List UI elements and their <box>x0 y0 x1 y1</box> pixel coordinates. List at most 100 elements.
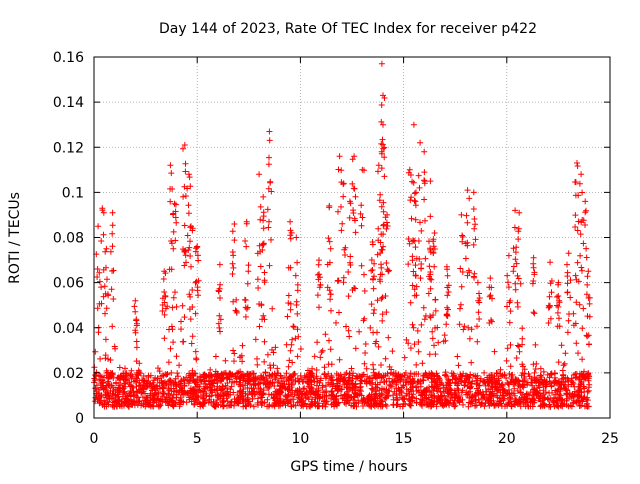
spike-point <box>334 278 341 285</box>
spike-point <box>413 189 419 196</box>
spike-point <box>167 162 174 169</box>
data-point <box>544 395 551 402</box>
spike-point <box>132 327 139 334</box>
data-point <box>555 359 562 366</box>
data-point <box>361 360 368 367</box>
spike-point <box>170 228 177 235</box>
data-point <box>322 375 329 382</box>
spike-point <box>357 210 364 217</box>
data-point <box>192 310 199 317</box>
data-point <box>526 373 533 380</box>
spike-point <box>192 279 199 286</box>
spike-point <box>266 128 273 135</box>
spike-point <box>172 214 179 221</box>
data-point <box>403 392 410 399</box>
data-point <box>183 399 190 406</box>
data-point <box>555 403 562 410</box>
data-point <box>571 397 577 404</box>
spike-point <box>100 231 107 238</box>
spike-point <box>103 264 109 271</box>
spike-point <box>169 240 175 247</box>
spike-point <box>242 238 249 244</box>
spike-point <box>576 180 583 187</box>
spike-point <box>187 238 193 245</box>
spike-point <box>187 253 194 259</box>
data-point <box>441 392 448 399</box>
data-point <box>429 379 435 386</box>
spike-point <box>131 303 138 310</box>
spike-point <box>368 257 375 263</box>
spike-point <box>259 247 266 253</box>
data-point <box>259 316 266 323</box>
data-point <box>160 372 167 379</box>
data-point <box>529 382 536 389</box>
data-point <box>257 379 264 386</box>
data-point <box>379 398 386 405</box>
spike-point <box>316 304 322 311</box>
data-point <box>352 345 359 352</box>
data-point <box>466 335 473 342</box>
data-point <box>423 401 430 408</box>
data-point <box>423 387 429 394</box>
data-point <box>126 403 132 410</box>
data-point <box>537 365 544 372</box>
spike-point <box>195 292 202 299</box>
spike-point <box>194 244 201 251</box>
data-point <box>199 401 206 408</box>
spike-point <box>338 167 345 174</box>
data-point <box>307 390 314 397</box>
data-point <box>426 351 433 358</box>
spike-point <box>383 260 390 266</box>
spike-point <box>574 160 580 166</box>
spike-point <box>195 257 202 264</box>
spike-point <box>515 275 522 282</box>
data-point <box>142 390 148 397</box>
spike-point <box>371 260 378 267</box>
data-point <box>161 390 167 397</box>
data-point <box>452 375 459 382</box>
spike-point <box>564 273 571 280</box>
data-point <box>220 402 227 409</box>
spike-point <box>529 280 536 287</box>
data-point <box>228 398 235 405</box>
spike-point <box>254 276 261 283</box>
spike-point <box>416 184 423 191</box>
data-point <box>570 322 577 329</box>
data-point <box>463 375 470 382</box>
spike-point <box>108 286 115 293</box>
data-point <box>320 389 326 396</box>
spike-point <box>381 173 388 180</box>
data-point <box>322 331 329 338</box>
data-point <box>190 386 197 393</box>
data-point <box>367 396 374 403</box>
spike-point <box>476 290 482 297</box>
data-point <box>401 354 408 361</box>
data-point <box>415 371 422 377</box>
spike-point <box>172 201 179 208</box>
spike-point <box>417 219 423 226</box>
data-point <box>560 362 567 369</box>
spike-point <box>335 208 341 215</box>
spike-point <box>515 228 522 235</box>
data-point <box>362 350 369 356</box>
data-point <box>249 395 256 402</box>
data-point <box>133 383 140 390</box>
spike-point <box>513 244 520 251</box>
spike-point <box>470 241 477 248</box>
data-point <box>287 347 294 354</box>
data-point <box>551 378 558 385</box>
spike-point <box>530 254 537 261</box>
spike-point <box>102 248 109 255</box>
spike-point <box>584 313 591 320</box>
data-point <box>209 380 216 387</box>
data-point <box>445 379 452 386</box>
data-point <box>563 402 570 409</box>
data-point <box>577 383 584 390</box>
data-point <box>419 360 426 367</box>
data-point <box>387 382 394 389</box>
data-point <box>177 384 184 391</box>
spike-point <box>459 269 466 275</box>
spike-point <box>380 208 387 215</box>
data-point <box>173 391 180 398</box>
data-point <box>418 321 425 328</box>
